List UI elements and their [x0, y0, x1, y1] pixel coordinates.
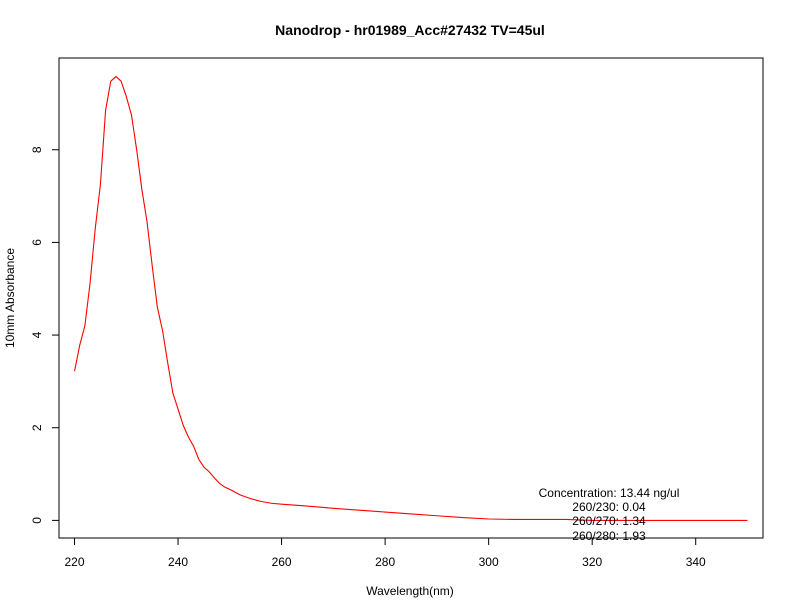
y-tick-label: 4	[30, 331, 44, 338]
x-axis-label: Wavelength(nm)	[366, 584, 454, 598]
annotation-260-230: 260/230: 0.04	[572, 500, 646, 514]
y-axis: 0 2 4 6 8	[30, 146, 60, 524]
x-tick-label: 340	[686, 555, 706, 569]
chart-title: Nanodrop - hr01989_Acc#27432 TV=45ul	[275, 22, 545, 38]
annotation-block: Concentration: 13.44 ng/ul 260/230: 0.04…	[539, 486, 680, 543]
y-axis-label: 10mm Absorbance	[3, 248, 17, 348]
y-tick-label: 2	[30, 424, 44, 431]
y-tick-label: 0	[30, 517, 44, 524]
absorbance-series-line	[73, 75, 748, 521]
y-tick-label: 8	[30, 146, 44, 153]
annotation-260-270: 260/270: 1.34	[572, 514, 646, 528]
x-tick-label: 260	[272, 555, 292, 569]
annotation-260-280: 260/280: 1.93	[572, 529, 646, 543]
x-tick-label: 320	[582, 555, 602, 569]
x-tick-label: 220	[65, 555, 85, 569]
x-tick-label: 300	[479, 555, 499, 569]
x-axis: 220 240 260 280 300 320 340	[65, 537, 706, 569]
annotation-concentration: Concentration: 13.44 ng/ul	[539, 486, 680, 500]
x-tick-label: 280	[375, 555, 395, 569]
y-tick-label: 6	[30, 239, 44, 246]
x-tick-label: 240	[168, 555, 188, 569]
